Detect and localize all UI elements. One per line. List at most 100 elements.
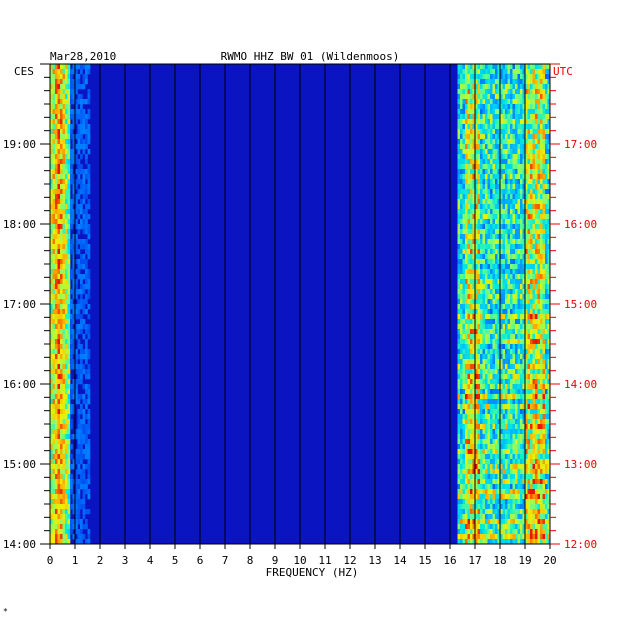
heat-cell — [530, 104, 533, 110]
heat-cell — [465, 199, 468, 205]
heat-cell — [87, 229, 91, 235]
heat-cell — [65, 419, 68, 425]
heat-cell — [470, 324, 473, 330]
heat-cell — [525, 329, 528, 335]
heat-cell — [517, 534, 521, 540]
heat-cell — [535, 234, 538, 240]
heat-cell — [77, 424, 81, 430]
heat-cell — [457, 249, 461, 255]
heat-cell — [542, 114, 546, 120]
heat-cell — [475, 229, 478, 235]
heat-cell — [527, 474, 531, 480]
heat-cell — [485, 199, 488, 205]
heat-cell — [512, 354, 516, 360]
heat-cell — [540, 89, 543, 95]
heat-cell — [490, 469, 493, 475]
heat-cell — [77, 229, 81, 235]
heat-cell — [527, 454, 531, 460]
heat-cell — [60, 469, 63, 475]
heat-cell — [50, 349, 53, 355]
heat-cell — [57, 494, 61, 500]
heat-cell — [60, 259, 63, 265]
heat-cell — [87, 389, 91, 395]
heat-cell — [525, 74, 528, 80]
heat-cell — [475, 469, 478, 475]
heat-cell — [527, 374, 531, 380]
heat-cell — [80, 449, 83, 455]
heat-cell — [477, 489, 481, 495]
heat-cell — [510, 139, 513, 145]
heat-cell — [492, 429, 496, 435]
heat-cell — [477, 304, 481, 310]
heat-cell — [532, 534, 536, 540]
heat-cell — [65, 74, 68, 80]
heat-cell — [525, 139, 528, 145]
heat-cell — [525, 279, 528, 285]
heat-cell — [510, 394, 513, 400]
frequency-axis: 0 1 2 3 4 5 6 7 8 9 10 11 12 13 14 15 16 17 18 19 20 — [47, 544, 557, 567]
heat-cell — [545, 294, 548, 300]
heat-cell — [487, 404, 491, 410]
heat-cell — [80, 454, 83, 460]
heat-cell — [492, 259, 496, 265]
heat-cell — [87, 269, 91, 275]
heat-cell — [505, 159, 508, 165]
heat-cell — [540, 494, 543, 500]
heat-cell — [482, 284, 486, 290]
heat-cell — [517, 309, 521, 315]
heat-cell — [545, 204, 548, 210]
heat-cell — [50, 519, 53, 525]
heat-cell — [510, 489, 513, 495]
heat-cell — [527, 279, 531, 285]
heat-cell — [522, 324, 526, 330]
heat-cell — [67, 494, 71, 500]
heat-cell — [52, 254, 56, 260]
heat-cell — [515, 319, 518, 325]
heat-cell — [525, 504, 528, 510]
heat-cell — [482, 524, 486, 530]
heat-cell — [62, 289, 66, 295]
heat-cell — [65, 254, 68, 260]
heat-cell — [545, 424, 548, 430]
heat-cell — [530, 499, 533, 505]
heat-cell — [62, 439, 66, 445]
heat-cell — [512, 499, 516, 505]
heat-cell — [477, 169, 481, 175]
heat-cell — [495, 519, 498, 525]
heat-cell — [502, 349, 506, 355]
heat-cell — [75, 504, 78, 510]
heat-cell — [472, 104, 476, 110]
heat-cell — [50, 84, 53, 90]
heat-cell — [487, 179, 491, 185]
heat-cell — [467, 89, 471, 95]
heat-cell — [500, 79, 503, 85]
heat-cell — [515, 479, 518, 485]
heat-cell — [487, 74, 491, 80]
heat-cell — [457, 404, 461, 410]
heat-cell — [57, 414, 61, 420]
heat-cell — [60, 79, 63, 85]
heat-cell — [525, 414, 528, 420]
heat-cell — [60, 329, 63, 335]
heat-cell — [542, 129, 546, 135]
heat-cell — [82, 274, 86, 280]
heat-cell — [535, 369, 538, 375]
heat-cell — [530, 474, 533, 480]
heat-cell — [467, 144, 471, 150]
heat-cell — [515, 499, 518, 505]
heat-cell — [512, 309, 516, 315]
heat-cell — [515, 394, 518, 400]
heat-cell — [542, 219, 546, 225]
heat-cell — [545, 289, 548, 295]
heat-cell — [495, 279, 498, 285]
heat-cell — [505, 399, 508, 405]
heat-cell — [465, 339, 468, 345]
heat-cell — [500, 514, 503, 520]
heat-cell — [512, 304, 516, 310]
heat-cell — [480, 429, 483, 435]
heat-cell — [75, 359, 78, 365]
station-title: RWMO HHZ BW 01 (Wildenmoos) — [221, 50, 400, 63]
heat-cell — [532, 349, 536, 355]
heat-cell — [500, 429, 503, 435]
heat-cell — [505, 179, 508, 185]
